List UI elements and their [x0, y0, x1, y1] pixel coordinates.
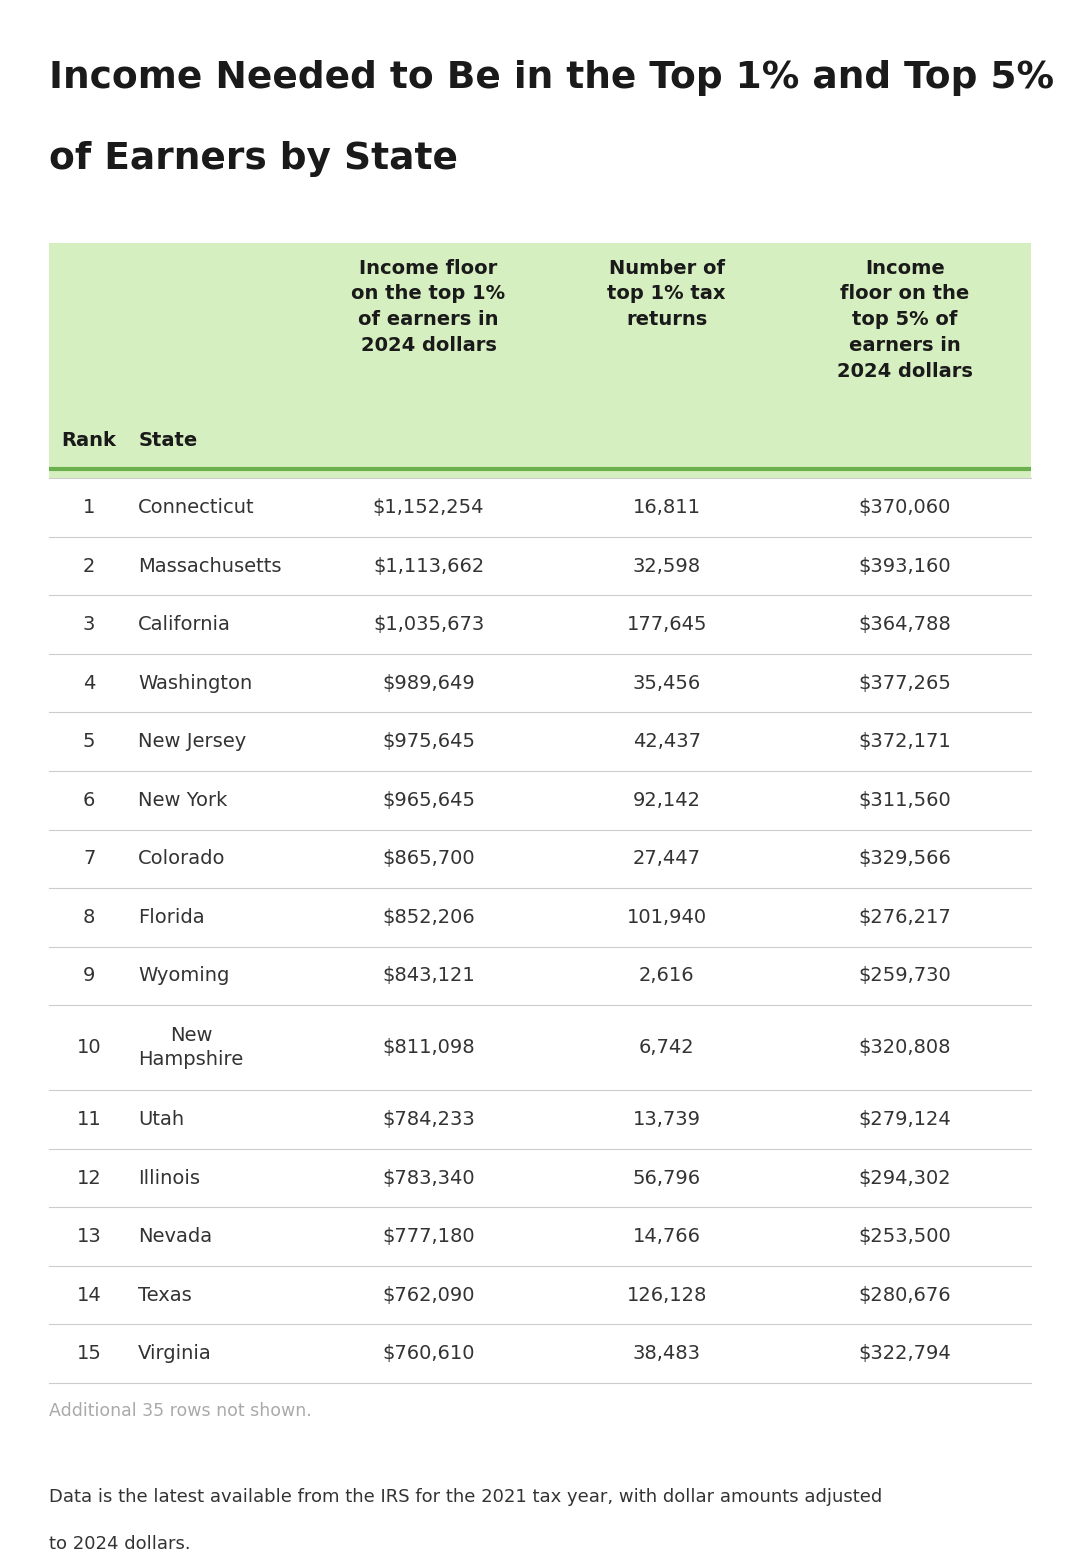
Text: $311,560: $311,560: [859, 790, 951, 809]
Text: $377,265: $377,265: [859, 674, 951, 693]
Text: 6,742: 6,742: [639, 1038, 694, 1057]
Text: New
Hampshire: New Hampshire: [138, 1027, 244, 1069]
Text: Florida: Florida: [138, 908, 205, 927]
Text: $279,124: $279,124: [859, 1110, 951, 1129]
Text: 177,645: 177,645: [626, 615, 707, 633]
Text: to 2024 dollars.: to 2024 dollars.: [49, 1535, 190, 1552]
Text: $843,121: $843,121: [382, 966, 475, 986]
Text: 13,739: 13,739: [633, 1110, 701, 1129]
Text: 13: 13: [77, 1228, 102, 1247]
Text: 27,447: 27,447: [633, 850, 701, 869]
Text: Washington: Washington: [138, 674, 253, 693]
Text: $852,206: $852,206: [382, 908, 475, 927]
Text: 2,616: 2,616: [639, 966, 694, 986]
Text: $322,794: $322,794: [859, 1344, 951, 1363]
Text: California: California: [138, 615, 231, 633]
Bar: [49, 243, 1031, 478]
Text: 2: 2: [83, 557, 95, 575]
Text: 126,128: 126,128: [626, 1286, 706, 1305]
Text: $280,676: $280,676: [859, 1286, 951, 1305]
Text: $811,098: $811,098: [382, 1038, 475, 1057]
Text: $276,217: $276,217: [859, 908, 951, 927]
Text: 8: 8: [83, 908, 95, 927]
Text: of Earners by State: of Earners by State: [49, 141, 458, 177]
Text: Nevada: Nevada: [138, 1228, 213, 1247]
Text: $783,340: $783,340: [382, 1168, 475, 1187]
Text: Virginia: Virginia: [138, 1344, 212, 1363]
Text: $865,700: $865,700: [382, 850, 475, 869]
Text: $259,730: $259,730: [859, 966, 951, 986]
Text: Income
floor on the
top 5% of
earners in
2024 dollars: Income floor on the top 5% of earners in…: [837, 259, 973, 381]
Text: Utah: Utah: [138, 1110, 185, 1129]
Text: Additional 35 rows not shown.: Additional 35 rows not shown.: [49, 1402, 311, 1419]
Text: $253,500: $253,500: [859, 1228, 951, 1247]
Text: 42,437: 42,437: [633, 732, 701, 751]
Text: Rank: Rank: [62, 431, 117, 450]
Text: $1,113,662: $1,113,662: [373, 557, 484, 575]
Text: $370,060: $370,060: [859, 499, 950, 517]
Text: $965,645: $965,645: [382, 790, 475, 809]
Text: Illinois: Illinois: [138, 1168, 200, 1187]
Text: Income Needed to Be in the Top 1% and Top 5%: Income Needed to Be in the Top 1% and To…: [49, 60, 1054, 96]
Text: 56,796: 56,796: [633, 1168, 701, 1187]
Text: $989,649: $989,649: [382, 674, 475, 693]
Text: Texas: Texas: [138, 1286, 192, 1305]
Text: $329,566: $329,566: [859, 850, 951, 869]
Text: State: State: [138, 431, 198, 450]
Text: Data is the latest available from the IRS for the 2021 tax year, with dollar amo: Data is the latest available from the IR…: [49, 1488, 882, 1505]
Text: $294,302: $294,302: [859, 1168, 951, 1187]
Text: $1,152,254: $1,152,254: [373, 499, 484, 517]
Text: 11: 11: [77, 1110, 102, 1129]
Text: Wyoming: Wyoming: [138, 966, 230, 986]
Text: $364,788: $364,788: [859, 615, 951, 633]
Text: 35,456: 35,456: [633, 674, 701, 693]
Text: Income floor
on the top 1%
of earners in
2024 dollars: Income floor on the top 1% of earners in…: [351, 259, 505, 354]
Text: $762,090: $762,090: [382, 1286, 475, 1305]
Text: $393,160: $393,160: [859, 557, 951, 575]
Text: 92,142: 92,142: [633, 790, 701, 809]
Text: 9: 9: [83, 966, 95, 986]
Text: $777,180: $777,180: [382, 1228, 475, 1247]
Text: $760,610: $760,610: [382, 1344, 475, 1363]
Text: $320,808: $320,808: [859, 1038, 951, 1057]
Text: 12: 12: [77, 1168, 102, 1187]
Text: 14,766: 14,766: [633, 1228, 701, 1247]
Text: Connecticut: Connecticut: [138, 499, 255, 517]
Text: $975,645: $975,645: [382, 732, 475, 751]
Text: 15: 15: [77, 1344, 102, 1363]
Text: 10: 10: [77, 1038, 102, 1057]
Text: Colorado: Colorado: [138, 850, 226, 869]
Text: 101,940: 101,940: [626, 908, 706, 927]
Text: $372,171: $372,171: [859, 732, 951, 751]
Text: Massachusetts: Massachusetts: [138, 557, 282, 575]
Text: New York: New York: [138, 790, 228, 809]
Text: 7: 7: [83, 850, 95, 869]
Text: 3: 3: [83, 615, 95, 633]
Text: New Jersey: New Jersey: [138, 732, 246, 751]
Text: 4: 4: [83, 674, 95, 693]
Text: 6: 6: [83, 790, 95, 809]
Text: 14: 14: [77, 1286, 102, 1305]
Text: 1: 1: [83, 499, 95, 517]
Text: 32,598: 32,598: [633, 557, 701, 575]
Text: 5: 5: [83, 732, 95, 751]
Text: 16,811: 16,811: [633, 499, 701, 517]
Text: $784,233: $784,233: [382, 1110, 475, 1129]
Text: Number of
top 1% tax
returns: Number of top 1% tax returns: [607, 259, 726, 329]
Text: $1,035,673: $1,035,673: [373, 615, 484, 633]
Text: 38,483: 38,483: [633, 1344, 701, 1363]
